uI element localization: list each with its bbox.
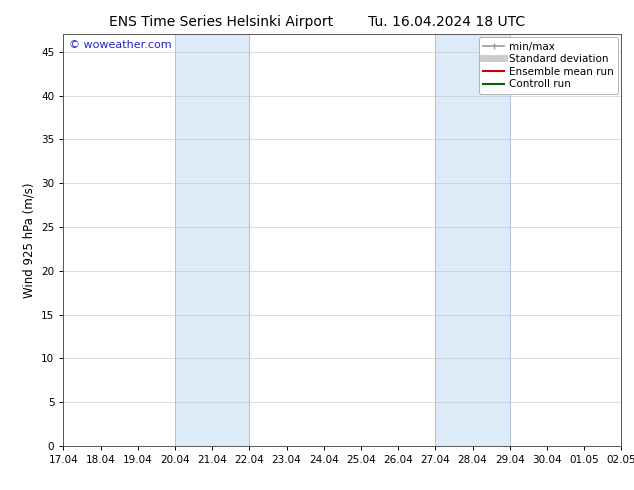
Y-axis label: Wind 925 hPa (m/s): Wind 925 hPa (m/s) — [23, 182, 36, 298]
Text: © woweather.com: © woweather.com — [69, 41, 172, 50]
Bar — [436, 34, 510, 446]
Legend: min/max, Standard deviation, Ensemble mean run, Controll run: min/max, Standard deviation, Ensemble me… — [479, 37, 618, 94]
Bar — [175, 34, 249, 446]
Text: ENS Time Series Helsinki Airport        Tu. 16.04.2024 18 UTC: ENS Time Series Helsinki Airport Tu. 16.… — [109, 15, 525, 29]
